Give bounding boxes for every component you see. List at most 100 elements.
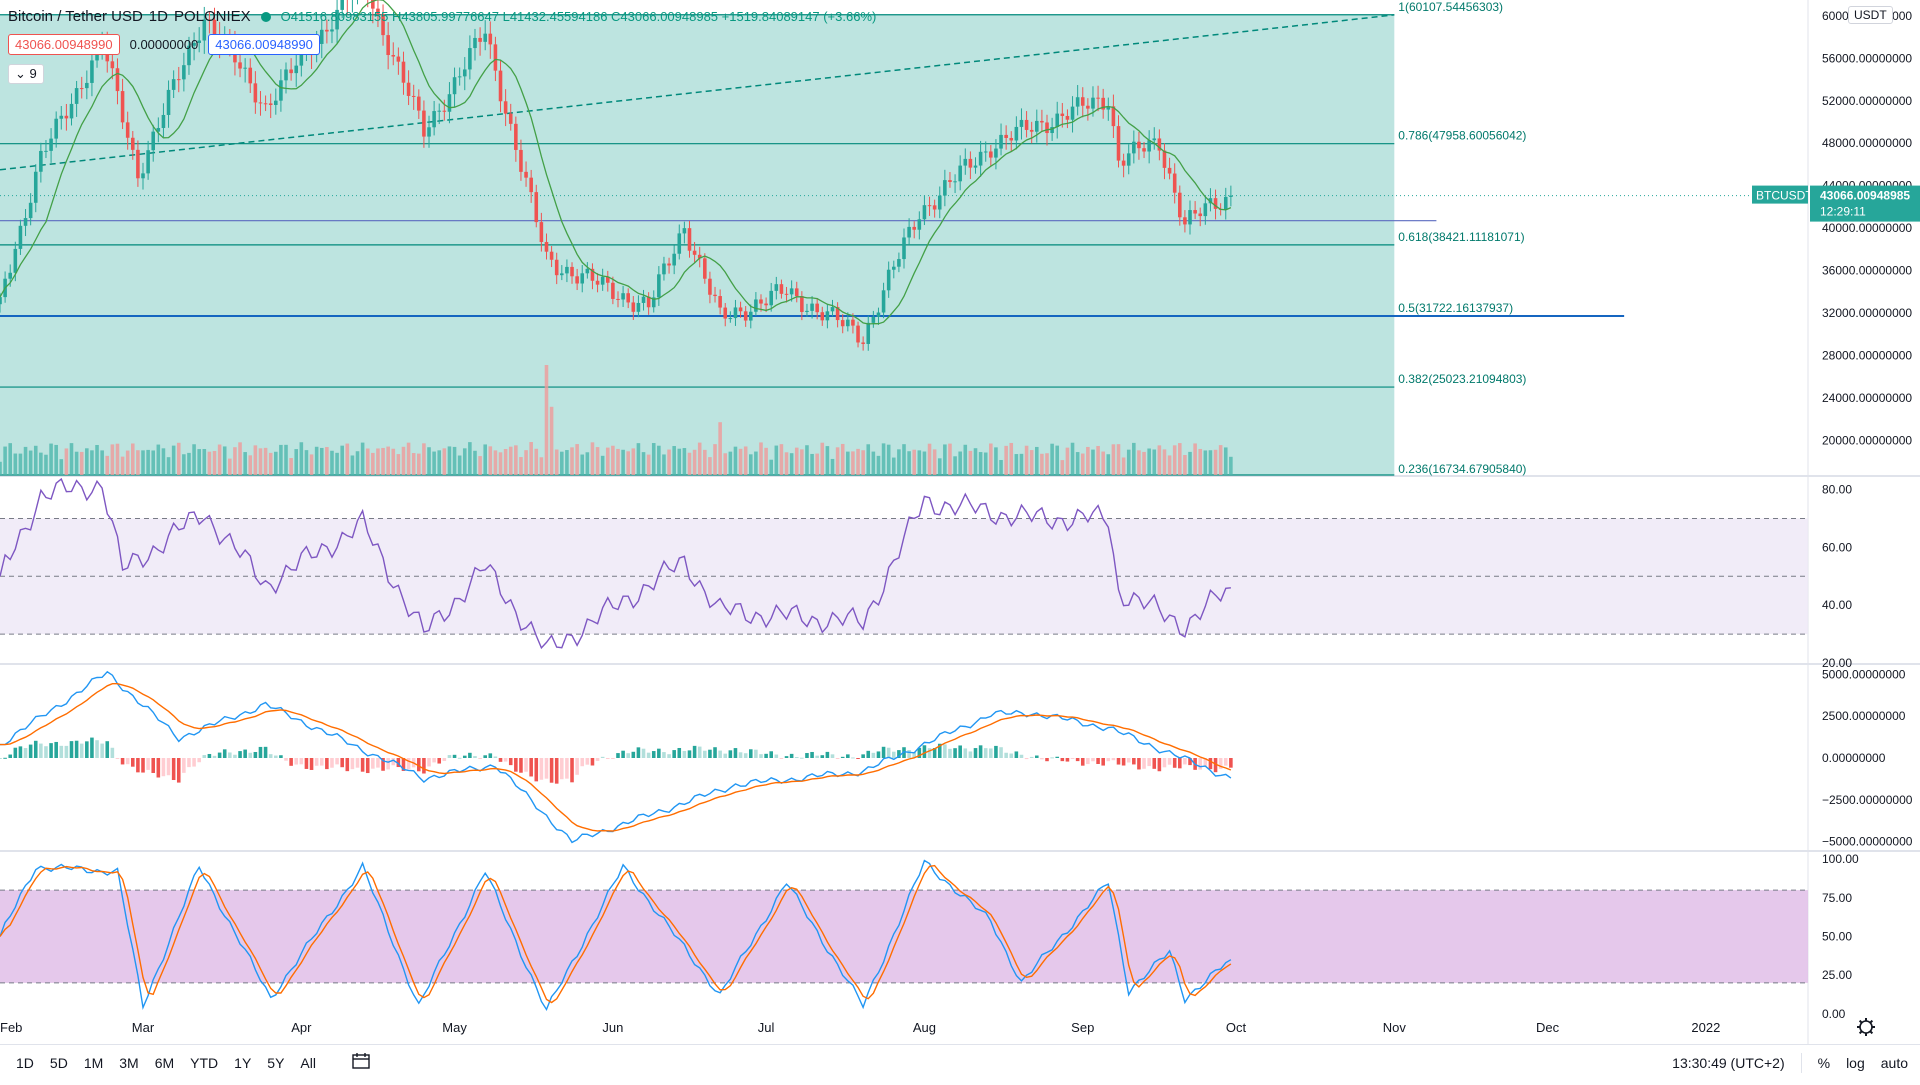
candle	[248, 67, 253, 84]
buy-price-button[interactable]: 43066.00948990	[208, 34, 320, 55]
macd-histogram-bar	[192, 758, 196, 767]
volume-bar	[687, 452, 692, 475]
candle	[1055, 113, 1060, 128]
candle	[1229, 195, 1233, 197]
sell-price-button[interactable]: 43066.00948990	[8, 34, 120, 55]
volume-bar	[44, 454, 48, 475]
settings-gear-icon[interactable]	[1857, 1018, 1875, 1036]
range-button-3m[interactable]: 3M	[119, 1055, 139, 1071]
volume-bar	[1223, 447, 1228, 475]
range-button-1y[interactable]: 1Y	[234, 1055, 252, 1071]
volume-bar	[161, 448, 166, 475]
volume-bar	[110, 444, 115, 475]
price-axis-tick: 32000.00000000	[1822, 306, 1912, 320]
clock-label[interactable]: 13:30:49 (UTC+2)	[1672, 1055, 1785, 1071]
candle	[846, 319, 850, 327]
interval-label[interactable]: 1D	[148, 8, 168, 25]
macd-histogram-bar	[202, 755, 207, 758]
currency-unit-button[interactable]: USDT	[1848, 6, 1893, 24]
macd-histogram-bar	[805, 753, 809, 758]
candle	[723, 307, 728, 319]
candle	[406, 82, 411, 96]
indicators-toggle-button[interactable]: ⌄ 9	[8, 64, 44, 84]
macd-histogram-bar	[830, 754, 835, 758]
candle	[549, 251, 554, 260]
candle	[1045, 122, 1049, 134]
log-scale-button[interactable]: log	[1846, 1055, 1865, 1071]
candle	[493, 44, 498, 71]
volume-bar	[478, 456, 482, 475]
volume-bar	[1096, 445, 1100, 475]
last-price-badge	[1810, 185, 1920, 222]
candle	[294, 65, 299, 74]
macd-histogram-bar	[233, 754, 237, 758]
candle	[427, 127, 431, 137]
volume-bar	[743, 446, 748, 475]
time-axis-tick: Mar	[132, 1020, 155, 1035]
macd-histogram-bar	[274, 755, 278, 758]
macd-histogram-bar	[427, 758, 431, 767]
volume-bar	[1208, 450, 1213, 475]
macd-histogram-bar	[529, 758, 533, 777]
candle	[886, 269, 891, 291]
macd-histogram-bar	[672, 750, 676, 758]
range-button-1d[interactable]: 1D	[16, 1055, 34, 1071]
range-button-6m[interactable]: 6M	[154, 1055, 175, 1071]
time-axis-tick: Jun	[602, 1020, 623, 1035]
range-selector: 1D 5D 1M 3M 6M YTD 1Y 5Y All	[8, 1055, 324, 1071]
macd-histogram-bar	[779, 758, 784, 759]
volume-bar	[999, 459, 1003, 475]
symbol-title[interactable]: Bitcoin / Tether USD	[8, 8, 143, 25]
macd-histogram-bar	[1070, 758, 1075, 759]
macd-histogram-bar	[1045, 758, 1049, 762]
macd-histogram-bar	[723, 753, 728, 758]
volume-bar	[907, 451, 911, 475]
volume-bar	[514, 445, 518, 475]
candle	[447, 94, 452, 112]
range-button-5y[interactable]: 5Y	[267, 1055, 285, 1071]
calendar-icon[interactable]	[352, 1052, 370, 1074]
range-button-ytd[interactable]: YTD	[190, 1055, 219, 1071]
volume-bar	[575, 444, 579, 475]
candle	[417, 96, 421, 111]
volume-bar	[473, 450, 477, 475]
price-axis-tick: 48000.00000000	[1822, 136, 1912, 150]
candle	[171, 79, 176, 90]
macd-histogram-bar	[345, 758, 350, 772]
range-button-all[interactable]: All	[300, 1055, 316, 1071]
macd-histogram-bar	[248, 752, 253, 758]
auto-scale-button[interactable]: auto	[1880, 1055, 1908, 1071]
candle	[319, 29, 324, 44]
macd-histogram-bar	[682, 750, 687, 758]
macd-axis-tick: −2500.00000000	[1822, 793, 1913, 807]
candle	[44, 150, 48, 152]
macd-histogram-bar	[820, 755, 825, 758]
symbol-legend: Bitcoin / Tether USD 1D POLONIEX O41516.…	[8, 8, 876, 25]
volume-bar	[565, 450, 569, 475]
macd-histogram-bar	[8, 754, 13, 758]
candle	[59, 115, 64, 119]
macd-histogram-bar	[616, 753, 620, 758]
macd-histogram-bar	[840, 756, 845, 758]
volume-bar	[958, 451, 962, 475]
volume-bar	[748, 454, 753, 475]
macd-histogram-bar	[948, 748, 952, 758]
macd-histogram-bar	[1024, 758, 1029, 760]
volume-bar	[447, 446, 452, 475]
candle	[769, 290, 773, 306]
macd-histogram-bar	[437, 758, 442, 764]
macd-histogram-bar	[1096, 758, 1100, 764]
range-button-5d[interactable]: 5D	[49, 1055, 68, 1071]
candle	[85, 82, 89, 89]
percent-scale-button[interactable]: %	[1817, 1055, 1831, 1071]
candle	[682, 228, 687, 234]
volume-bar	[365, 448, 370, 475]
exchange-label[interactable]: POLONIEX	[173, 8, 251, 25]
macd-histogram-bar	[718, 750, 722, 758]
volume-bar	[876, 455, 881, 475]
range-button-1m[interactable]: 1M	[83, 1055, 104, 1071]
macd-histogram-bar	[279, 755, 283, 758]
macd-histogram-bar	[815, 755, 819, 758]
